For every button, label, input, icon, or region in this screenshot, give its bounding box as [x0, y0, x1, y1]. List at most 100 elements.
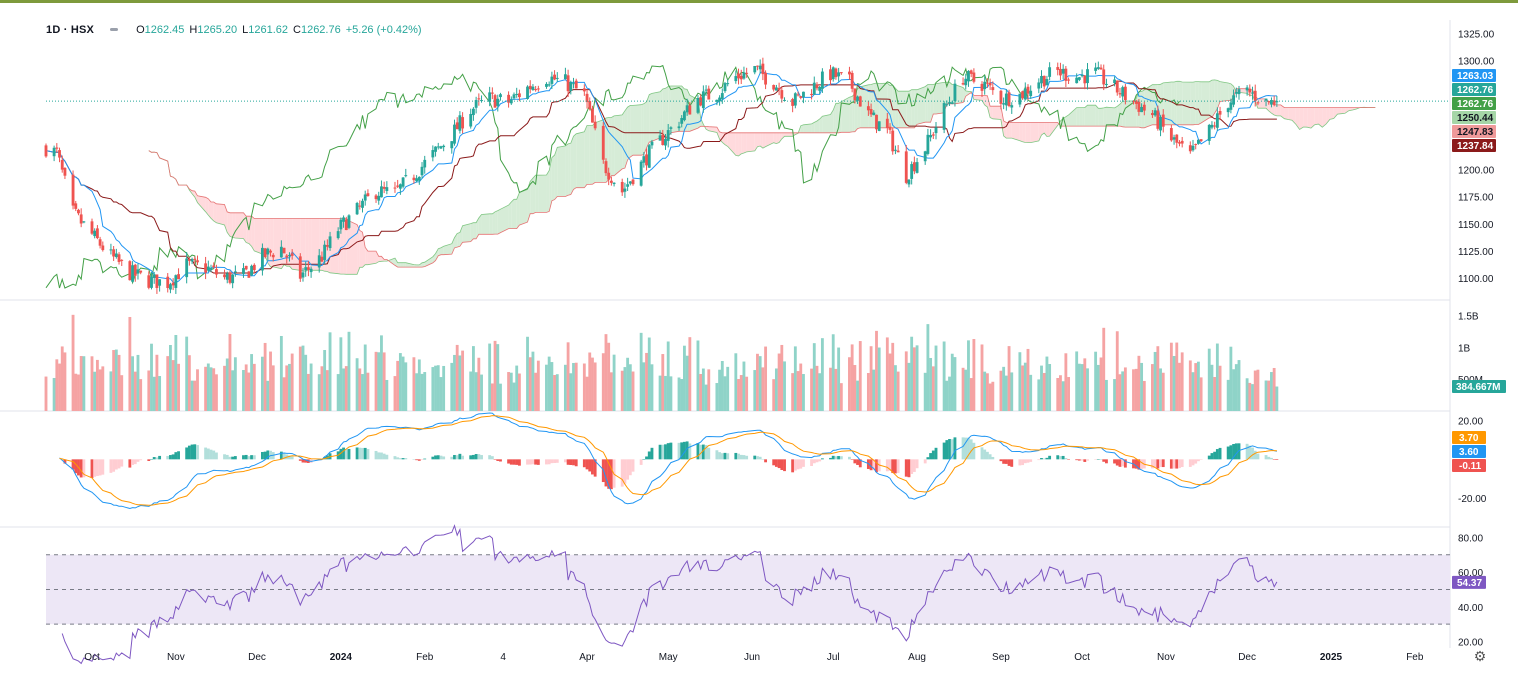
volume-bar	[415, 373, 419, 411]
candle-body	[385, 187, 389, 191]
volume-bar	[837, 347, 841, 411]
candle-body	[815, 84, 819, 89]
cloud-segment	[992, 106, 1001, 120]
chart-settings-gear-icon[interactable]: ⚙	[1473, 648, 1487, 664]
candle-body	[1251, 92, 1254, 94]
volume-bar	[1045, 356, 1049, 411]
candle-body	[1026, 86, 1030, 94]
candle-body	[685, 105, 689, 113]
candle-body	[707, 88, 711, 100]
cloud-segment	[987, 95, 991, 118]
macd-hist-bar	[891, 459, 895, 474]
volume-bar	[774, 368, 778, 411]
volume-bar	[885, 337, 889, 411]
candle-body	[799, 96, 803, 98]
candle-body	[737, 73, 740, 79]
cloud-segment	[954, 84, 964, 104]
macd-hist-bar	[950, 439, 954, 460]
candle-body	[139, 270, 143, 273]
candle-body	[420, 166, 424, 176]
cloud-segment	[1193, 81, 1196, 125]
candle-body	[279, 246, 283, 258]
price-marker-bg	[1452, 111, 1496, 124]
macd-hist-bar	[301, 459, 305, 463]
cloud-segment	[443, 243, 452, 255]
cloud-segment	[519, 189, 528, 226]
candle-body	[777, 87, 781, 90]
candle-body	[488, 92, 492, 102]
macd-hist-bar	[131, 459, 134, 465]
macd-hist-bar	[737, 453, 740, 460]
volume-bar	[991, 381, 995, 411]
candle-body	[499, 94, 502, 98]
macd-hist-bar	[420, 459, 424, 460]
volume-bar	[983, 371, 987, 411]
volume-bar	[664, 375, 667, 411]
macd-hist-bar	[620, 459, 624, 487]
volume-bar	[185, 336, 189, 411]
cloud-segment	[194, 191, 198, 203]
cloud-segment	[1117, 104, 1120, 127]
candle-body	[582, 88, 586, 92]
macd-hist-bar	[169, 455, 172, 460]
volume-bar	[780, 344, 784, 411]
visibility-toggle-icon[interactable]	[108, 25, 122, 35]
candle-body	[1018, 93, 1022, 105]
volume-bar	[490, 383, 494, 411]
symbol-interval[interactable]: 1D · HSX	[46, 24, 95, 36]
candle-body	[1169, 128, 1173, 141]
candle-body	[647, 145, 651, 168]
volume-bar	[1083, 358, 1087, 411]
candle-body	[252, 264, 256, 271]
volume-bar	[1161, 372, 1165, 411]
volume-bar	[950, 353, 954, 411]
candle-body	[393, 187, 397, 189]
macd-hist-bar	[1059, 456, 1062, 460]
volume-bar	[1213, 377, 1217, 411]
cloud-segment	[646, 94, 650, 148]
macd-hist-bar	[531, 459, 535, 465]
volume-bar	[1056, 378, 1060, 411]
candle-body	[193, 258, 197, 260]
cloud-segment	[660, 88, 663, 138]
candle-body	[718, 97, 722, 102]
candle-body	[109, 249, 113, 251]
volume-bar	[117, 354, 121, 411]
volume-bar	[393, 376, 397, 411]
macd-hist-bar	[374, 450, 378, 460]
volume-bar	[366, 372, 370, 411]
macd-hist-bar	[848, 456, 851, 460]
macd-hist-bar	[661, 444, 665, 460]
macd-marker-label: -0.11	[1452, 459, 1486, 472]
candle-body	[288, 255, 291, 257]
candle-body	[904, 151, 908, 183]
volume-bar	[818, 373, 822, 411]
volume-bar	[439, 377, 443, 411]
volume-bar	[336, 374, 340, 411]
macd-hist-bar	[109, 459, 113, 473]
candle-body	[507, 94, 511, 103]
price-marker-bg	[1452, 125, 1496, 138]
volume-bar	[688, 337, 692, 411]
candle-body	[247, 271, 251, 278]
cloud-segment	[1299, 107, 1304, 130]
cloud-segment	[273, 218, 282, 269]
macd-hist-bar	[423, 458, 427, 460]
macd-hist-bar	[1080, 459, 1084, 461]
macd-hist-bar	[225, 454, 229, 460]
candle-body	[680, 117, 684, 124]
candle-body	[1245, 87, 1249, 91]
macd-hist-bar	[764, 459, 768, 463]
candle-body	[472, 108, 475, 116]
candle-body	[891, 130, 895, 152]
cloud-segment	[492, 211, 496, 235]
cloud-segment	[589, 125, 593, 185]
candle-body	[212, 265, 216, 268]
cloud-segment	[830, 110, 834, 133]
candle-body	[607, 172, 611, 180]
candle-body	[931, 134, 935, 136]
volume-bar	[915, 345, 919, 411]
macd-hist-bar	[699, 444, 703, 460]
volume-bar	[1140, 362, 1144, 411]
